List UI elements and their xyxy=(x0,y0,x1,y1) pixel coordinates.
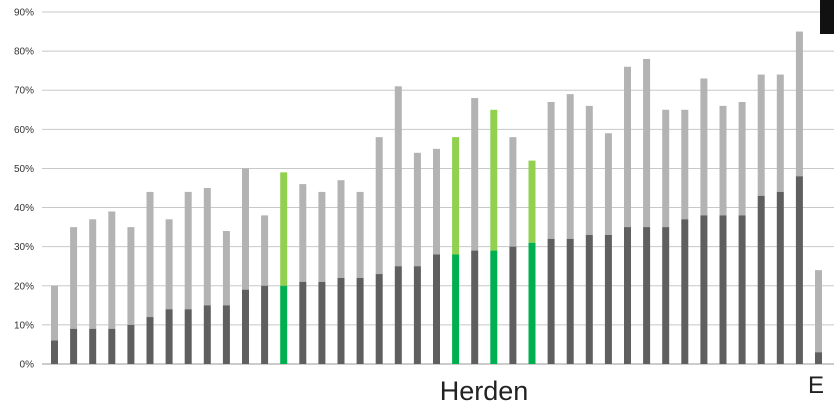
bar-upper-segment xyxy=(433,148,440,255)
bar-base-segment xyxy=(547,238,555,364)
bar-upper-segment xyxy=(471,98,479,251)
bar-base-segment xyxy=(108,328,116,364)
bar-base-segment xyxy=(375,274,383,364)
bar-base-segment xyxy=(89,328,97,364)
bar-base-segment xyxy=(452,254,460,364)
y-tick-label: 70% xyxy=(14,86,34,97)
bar-base-segment xyxy=(127,324,135,364)
bar-upper-segment xyxy=(242,168,249,290)
y-tick-label: 0% xyxy=(20,360,35,371)
bar-series xyxy=(51,31,822,364)
bar-base-segment xyxy=(776,191,784,364)
bar-upper-segment xyxy=(222,231,230,306)
bar-base-segment xyxy=(261,285,269,364)
bar-base-segment xyxy=(471,250,479,364)
bar-upper-segment xyxy=(738,101,746,216)
bar-upper-segment xyxy=(643,58,651,228)
bar-upper-segment xyxy=(719,105,727,216)
bar-upper-segment xyxy=(624,66,631,228)
bar-upper-segment xyxy=(566,94,574,239)
bar-base-segment xyxy=(815,352,822,364)
bar-base-segment xyxy=(337,277,345,364)
bar-upper-segment xyxy=(700,78,708,216)
bar-base-segment xyxy=(222,305,230,364)
bar-base-segment xyxy=(70,328,78,364)
bar-base-segment xyxy=(624,227,631,364)
bar-base-segment xyxy=(700,215,708,364)
y-tick-label: 30% xyxy=(14,242,34,253)
bar-base-segment xyxy=(299,281,307,364)
bar-upper-segment xyxy=(146,191,154,318)
bar-upper-segment xyxy=(585,105,593,235)
bar-base-segment xyxy=(318,281,326,364)
bar-base-segment xyxy=(184,309,192,364)
bar-upper-segment xyxy=(375,137,383,275)
y-tick-label: 20% xyxy=(14,281,34,292)
bar-base-segment xyxy=(413,266,421,364)
bar-upper-segment xyxy=(547,101,555,239)
bar-base-segment xyxy=(795,176,803,364)
bar-upper-segment xyxy=(280,172,288,286)
bar-base-segment xyxy=(757,195,765,364)
bar-base-segment xyxy=(681,219,689,364)
bar-upper-segment xyxy=(184,191,192,310)
corner-black-box xyxy=(820,0,834,34)
bar-base-segment xyxy=(146,317,154,364)
bar-base-segment xyxy=(643,227,651,364)
y-tick-label: 50% xyxy=(14,164,34,175)
bar-upper-segment xyxy=(318,191,326,282)
y-tick-label: 80% xyxy=(14,47,34,58)
bar-base-segment xyxy=(585,234,593,364)
bar-upper-segment xyxy=(337,180,345,278)
bar-base-segment xyxy=(356,277,364,364)
bar-upper-segment xyxy=(604,133,612,235)
x-axis-label-secondary: E xyxy=(808,372,825,399)
x-axis-label: Herden xyxy=(439,376,529,406)
bar-upper-segment xyxy=(108,211,116,329)
bar-upper-segment xyxy=(261,215,269,286)
bar-upper-segment xyxy=(394,86,402,267)
y-axis-ticks: 0% 10% 20% 30% 40% 50% 60% 70% 80% 90% xyxy=(14,8,34,371)
bar-upper-segment xyxy=(776,74,784,192)
bar-upper-segment xyxy=(795,31,803,177)
bar-base-segment xyxy=(394,266,402,364)
y-tick-label: 40% xyxy=(14,203,34,214)
bar-base-segment xyxy=(165,309,173,364)
bar-base-segment xyxy=(528,242,536,364)
bar-base-segment xyxy=(662,227,670,364)
y-tick-label: 60% xyxy=(14,125,34,136)
bar-base-segment xyxy=(719,215,727,364)
bar-upper-segment xyxy=(165,219,173,310)
bar-upper-segment xyxy=(413,152,421,267)
y-tick-label: 90% xyxy=(14,8,34,19)
bar-base-segment xyxy=(604,234,612,364)
bar-upper-segment xyxy=(681,109,689,220)
bar-base-segment xyxy=(566,238,574,364)
bar-base-segment xyxy=(242,289,249,364)
bar-base-segment xyxy=(509,246,517,364)
bar-upper-segment xyxy=(452,137,460,255)
y-tick-label: 10% xyxy=(14,320,34,331)
bar-upper-segment xyxy=(89,219,97,329)
bar-upper-segment xyxy=(815,270,822,353)
bar-base-segment xyxy=(203,305,211,364)
bar-base-segment xyxy=(433,254,440,364)
bar-upper-segment xyxy=(356,191,364,278)
bar-upper-segment xyxy=(662,109,670,228)
bar-upper-segment xyxy=(299,184,307,282)
bar-upper-segment xyxy=(509,137,517,247)
bar-base-segment xyxy=(490,250,498,364)
bar-upper-segment xyxy=(757,74,765,196)
bar-upper-segment xyxy=(70,227,78,329)
bar-upper-segment xyxy=(127,227,135,325)
bar-base-segment xyxy=(51,340,58,364)
bar-base-segment xyxy=(738,215,746,364)
bar-upper-segment xyxy=(51,285,58,341)
bar-upper-segment xyxy=(490,109,498,251)
bar-base-segment xyxy=(280,285,288,364)
bar-upper-segment xyxy=(203,188,211,306)
bar-upper-segment xyxy=(528,160,536,243)
